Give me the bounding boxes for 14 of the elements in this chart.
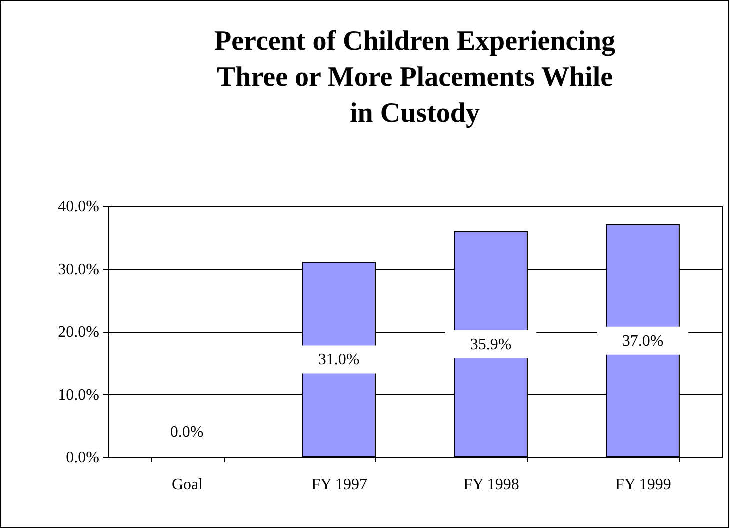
y-tick-label: 0.0%	[66, 450, 100, 466]
y-tick-label: 20.0%	[58, 324, 100, 341]
chart-title: Percent of Children Experiencing Three or More Placements While in Custody	[214, 26, 616, 129]
data-label: 31.0%	[318, 352, 360, 369]
y-tick-label: 10.0%	[58, 386, 100, 404]
data-label: 35.9%	[470, 336, 512, 354]
x-tick-label: Goal	[172, 476, 204, 494]
y-tick-label: 30.0%	[58, 261, 100, 278]
x-tick-label: FY 1999	[616, 476, 672, 494]
x-tick-label: FY 1997	[312, 476, 368, 494]
data-label: 0.0%	[170, 424, 204, 441]
data-label: 37.0%	[622, 332, 664, 350]
y-tick-label: 40.0%	[58, 198, 100, 216]
x-tick-label: FY 1998	[464, 476, 520, 494]
